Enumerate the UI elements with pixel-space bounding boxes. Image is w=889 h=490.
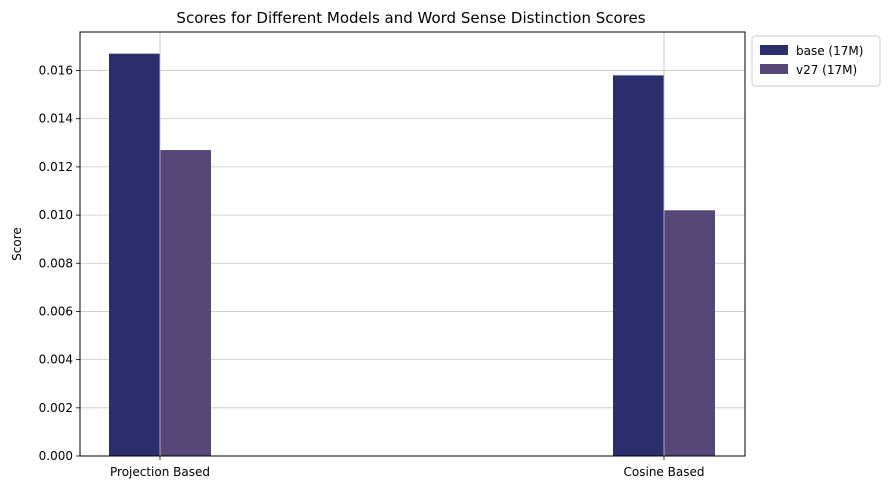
tick-labels: 0.000 0.002 0.004 0.006 0.008 0.010 0.012 0.014…: [39, 64, 705, 479]
axes: [76, 31, 746, 460]
bar: [664, 210, 715, 456]
y-tick-label: 0.002: [39, 401, 73, 415]
y-tick-label: 0.006: [39, 304, 73, 318]
bar: [160, 150, 211, 456]
legend: base (17M) v27 (17M): [751, 35, 881, 87]
chart-title: Scores for Different Models and Word Sen…: [176, 9, 645, 27]
y-tick-label: 0.016: [39, 64, 73, 78]
legend-swatch: [760, 64, 788, 74]
y-tick-label: 0.004: [39, 353, 73, 367]
y-tick-label: 0.014: [39, 112, 73, 126]
legend-label: base (17M): [796, 44, 863, 58]
legend-label: v27 (17M): [796, 63, 857, 77]
bar: [613, 75, 664, 456]
y-tick-label: 0.000: [39, 449, 73, 463]
y-tick-label: 0.008: [39, 256, 73, 270]
legend-swatch: [760, 45, 788, 55]
x-tick-label: Cosine Based: [624, 465, 705, 479]
bar: [109, 53, 160, 456]
plot-frame: [79, 31, 746, 457]
y-tick-label: 0.012: [39, 160, 73, 174]
x-tick-label: Projection Based: [110, 465, 210, 479]
y-axis-label: Score: [10, 227, 24, 261]
bars: [109, 32, 715, 456]
y-tick-label: 0.010: [39, 208, 73, 222]
